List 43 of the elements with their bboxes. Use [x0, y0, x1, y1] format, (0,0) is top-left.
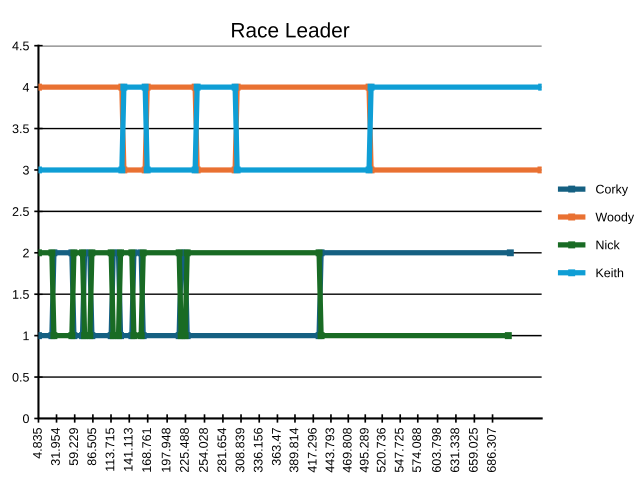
y-tick-label: 0.5 — [12, 372, 29, 382]
x-tick-label: 4.835 — [32, 428, 42, 458]
x-tick-label: 86.505 — [87, 428, 96, 466]
x-tick-label: 631.338 — [450, 428, 460, 472]
legend-label: Keith — [596, 268, 624, 278]
x-tick-label: 363.47 — [272, 428, 281, 466]
x-tick-label: 495.289 — [360, 428, 369, 472]
x-tick-label: 547.725 — [394, 428, 404, 472]
x-tick-label: 469.808 — [342, 428, 352, 472]
x-tick-label: 686.307 — [487, 428, 496, 472]
x-tick-label: 603.798 — [432, 428, 441, 472]
x-tick-label: 443.793 — [325, 428, 334, 472]
x-tick-label: 141.113 — [124, 428, 133, 471]
legend-label: Woody — [595, 212, 634, 224]
legend-label: Nick — [596, 240, 620, 250]
x-tick-label: 281.654 — [217, 428, 226, 472]
x-tick-label: 659.025 — [468, 428, 478, 472]
x-tick-label: 31.954 — [51, 428, 60, 466]
x-tick-label: 417.296 — [308, 428, 317, 472]
x-tick-label: 113.715 — [106, 428, 114, 471]
y-tick-label: 4 — [22, 83, 30, 92]
x-tick-label: 308.839 — [236, 428, 244, 472]
y-tick-label: 0 — [22, 414, 29, 424]
x-tick-label: 225.488 — [180, 428, 189, 472]
y-tick-label: 3.5 — [12, 124, 29, 134]
y-tick-label: 1.5 — [13, 290, 29, 299]
chart-title: Race Leader — [232, 22, 350, 38]
y-tick-label: 4.5 — [12, 42, 29, 50]
y-tick-label: 2 — [23, 248, 29, 258]
y-tick-label: 1 — [23, 332, 29, 340]
x-tick-label: 520.736 — [376, 428, 386, 472]
x-tick-label: 254.028 — [199, 428, 208, 472]
y-tick-label: 2.5 — [12, 207, 29, 216]
x-tick-label: 389.814 — [289, 428, 298, 472]
x-tick-label: 197.948 — [162, 428, 170, 472]
x-tick-label: 168.761 — [142, 428, 152, 472]
point — [504, 332, 512, 340]
x-tick-label: 574.088 — [412, 428, 422, 472]
x-tick-label: 336.156 — [254, 428, 263, 472]
x-tick-label: 59.229 — [69, 428, 78, 466]
legend-label: Corky — [596, 184, 628, 196]
y-tick-label: 3 — [22, 166, 29, 175]
point — [506, 249, 514, 256]
